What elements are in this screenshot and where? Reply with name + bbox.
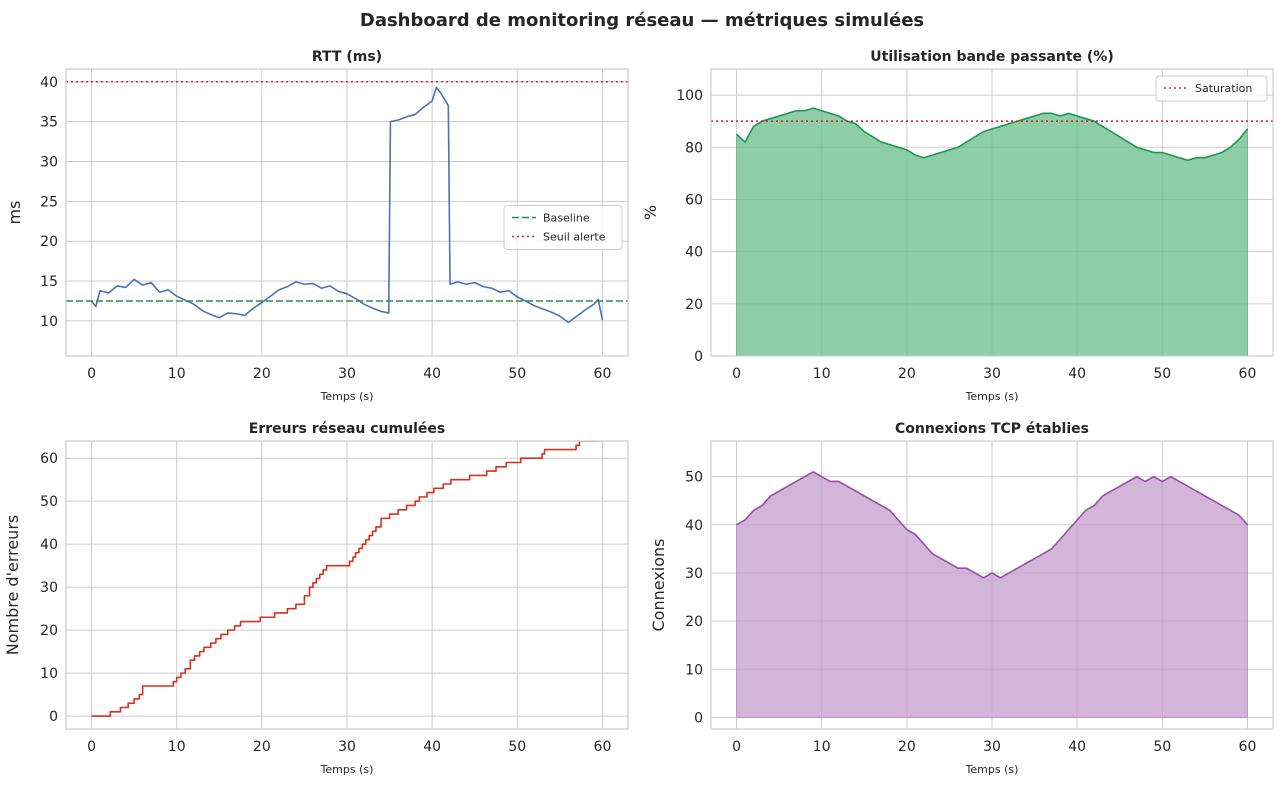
y-tick-label: 20 — [40, 234, 58, 250]
chart-title: Connexions TCP établies — [895, 421, 1089, 437]
chart-rtt: 0 10 20 30 40 50 60 10 15 20 25 30 35 40 RTT (ms) Temps… — [5, 49, 629, 403]
figure-title: Dashboard de monitoring réseau — métriqu… — [360, 10, 924, 31]
y-tick-label: 50 — [40, 494, 58, 510]
axes-frame — [710, 440, 1274, 730]
y-tick-label: 25 — [40, 194, 58, 210]
x-tick-label: 50 — [508, 739, 526, 755]
x-tick-label: 10 — [813, 366, 831, 382]
y-tick-label: 80 — [685, 140, 703, 156]
x-tick-label: 50 — [508, 366, 526, 382]
chart-title: Erreurs réseau cumulées — [249, 421, 445, 437]
plot-area-bande — [711, 107, 1273, 356]
x-tick-label: 10 — [813, 739, 831, 755]
y-tick-label: 30 — [685, 566, 703, 582]
x-tick-label: 10 — [168, 366, 186, 382]
x-tick-label: 0 — [87, 366, 96, 382]
y-tick-label: 40 — [685, 518, 703, 534]
axes-frame — [710, 68, 1274, 357]
x-tick-label: 0 — [732, 739, 741, 755]
y-tick-label: 40 — [40, 75, 58, 91]
y-tick-label: 100 — [676, 88, 703, 104]
y-tick-label: 15 — [40, 274, 58, 290]
legend: Baseline Seuil alerte — [503, 205, 623, 250]
x-axis-label: Temps (s) — [320, 763, 374, 776]
x-tick-label: 40 — [1068, 366, 1086, 382]
y-tick-label: 60 — [685, 192, 703, 208]
x-axis-label: Temps (s) — [320, 390, 374, 403]
x-tick-label: 60 — [1239, 739, 1257, 755]
x-tick-label: 20 — [898, 739, 916, 755]
x-tick-label: 30 — [983, 739, 1001, 755]
y-tick-label: 10 — [40, 314, 58, 330]
y-tick-label: 20 — [40, 623, 58, 639]
y-tick-label: 10 — [40, 666, 58, 682]
y-axis-label: Nombre d'erreurs — [3, 515, 22, 655]
x-tick-label: 0 — [87, 739, 96, 755]
legend-box — [503, 205, 623, 250]
y-tick-label: 50 — [685, 470, 703, 486]
y-tick-label: 10 — [685, 662, 703, 678]
x-tick-label: 60 — [594, 366, 612, 382]
y-axis-label: Connexions — [649, 539, 668, 632]
chart-erreurs: 0 10 20 30 40 50 60 0 10 20 30 40 50 60 Erreurs réseau… — [3, 421, 629, 776]
x-tick-label: 20 — [253, 739, 271, 755]
legend-box — [1155, 75, 1268, 102]
axes-frame — [65, 440, 629, 730]
y-axis-label: % — [641, 205, 660, 220]
x-tick-label: 30 — [338, 366, 356, 382]
chart-tcp: 0 10 20 30 40 50 60 0 10 20 30 40 50 Connexions TCP é… — [649, 421, 1274, 776]
y-tick-label: 60 — [40, 451, 58, 467]
y-tick-label: 40 — [40, 537, 58, 553]
plots-container: 0 10 20 30 40 50 60 10 15 20 25 30 35 40 RTT (ms) Temps… — [3, 49, 1274, 776]
chart-title: RTT (ms) — [312, 49, 382, 65]
y-axis-label: ms — [5, 201, 24, 225]
y-tick-label: 35 — [40, 115, 58, 131]
x-tick-label: 60 — [1239, 366, 1257, 382]
x-tick-label: 20 — [253, 366, 271, 382]
y-tick-label: 20 — [685, 614, 703, 630]
series-line-0 — [736, 107, 1249, 162]
x-axis-label: Temps (s) — [965, 390, 1019, 403]
x-tick-label: 40 — [1068, 739, 1086, 755]
legend-label: Seuil alerte — [543, 231, 606, 244]
series-line-0 — [736, 471, 1249, 579]
plot-area-tcp — [736, 471, 1249, 718]
chart-bande: 0 10 20 30 40 50 60 0 20 40 60 80 100 Utilisation ban… — [641, 49, 1274, 403]
legend-label: Baseline — [543, 212, 590, 225]
chart-title: Utilisation bande passante (%) — [870, 49, 1113, 65]
x-axis-label: Temps (s) — [965, 763, 1019, 776]
x-tick-label: 60 — [594, 739, 612, 755]
area-fill-0 — [736, 107, 1248, 356]
y-tick-label: 30 — [40, 154, 58, 170]
x-tick-label: 0 — [732, 366, 741, 382]
plot-area-rtt — [66, 80, 628, 324]
y-tick-label: 20 — [685, 297, 703, 313]
x-tick-label: 20 — [898, 366, 916, 382]
y-tick-label: 0 — [694, 349, 703, 365]
y-tick-label: 30 — [40, 580, 58, 596]
plot-area-erreurs — [91, 441, 599, 717]
x-tick-label: 50 — [1153, 366, 1171, 382]
y-tick-label: 40 — [685, 245, 703, 261]
series-line-0 — [91, 441, 599, 717]
x-tick-label: 40 — [423, 739, 441, 755]
x-tick-label: 10 — [168, 739, 186, 755]
x-tick-label: 30 — [338, 739, 356, 755]
y-tick-label: 0 — [694, 710, 703, 726]
axes-frame — [65, 68, 629, 357]
legend: Saturation — [1155, 75, 1268, 102]
x-tick-label: 30 — [983, 366, 1001, 382]
y-tick-label: 0 — [49, 709, 58, 725]
x-tick-label: 40 — [423, 366, 441, 382]
legend-label: Saturation — [1195, 82, 1252, 95]
x-tick-label: 50 — [1153, 739, 1171, 755]
